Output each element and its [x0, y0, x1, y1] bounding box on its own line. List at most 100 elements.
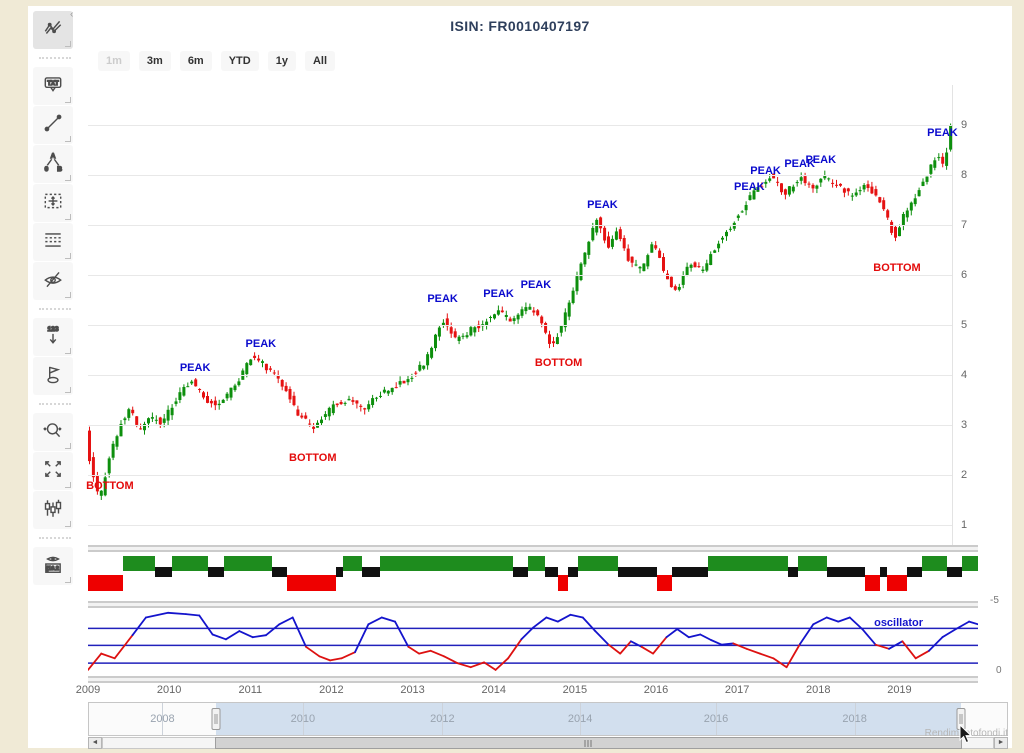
gridline [88, 425, 952, 426]
indicators-icon [42, 17, 64, 44]
peak-annotation[interactable]: PEAK [245, 338, 277, 350]
x-axis-label: 2014 [481, 684, 506, 696]
regime-segment-green [171, 556, 209, 571]
regime-segment-black [544, 567, 558, 577]
flag-icon [42, 363, 64, 390]
peak-annotation[interactable]: PEAK [734, 181, 765, 193]
tool-full-screen-button[interactable] [33, 452, 73, 490]
peak-annotation[interactable]: PEAK [805, 154, 837, 166]
navigator[interactable]: 2008 2010 2012 2014 2016 2018 [88, 702, 1008, 736]
oscillator-panel: oscillator [87, 608, 979, 676]
svg-text:123: 123 [47, 326, 58, 333]
y-axis-label: 4 [961, 369, 968, 381]
regime-segment-green [798, 556, 827, 571]
tool-segment-button[interactable] [33, 106, 73, 144]
navigator-selected-range[interactable] [215, 703, 962, 735]
tool-vertical-labels-button[interactable]: 123 [33, 318, 73, 356]
tool-flags-button[interactable] [33, 357, 73, 395]
svg-text:A: A [51, 153, 56, 160]
peak-annotation[interactable]: PEAK [587, 199, 618, 211]
navigator-year-label: 2018 [842, 713, 867, 725]
regime-segment-green [708, 556, 789, 571]
regime-segment-green [343, 556, 363, 571]
peak-annotation[interactable]: PEAK [179, 361, 211, 374]
mouse-cursor [959, 724, 973, 744]
regime-segment-red [865, 575, 881, 591]
strip-axis-label: -5 [990, 595, 999, 606]
tool-toggle-annotations-button[interactable] [33, 262, 73, 300]
x-axis-label: 2018 [806, 684, 831, 696]
x-axis-label: 2013 [400, 684, 425, 696]
tool-measure-button[interactable] [33, 184, 73, 222]
peak-annotation[interactable]: PEAK [927, 126, 958, 139]
navigator-year-label: 2012 [430, 713, 455, 725]
peak-annotation[interactable]: PEAK [520, 279, 552, 291]
range-selector: 1m 3m 6m YTD 1y All [98, 51, 336, 71]
tool-fibonacci-button[interactable] [33, 223, 73, 261]
candlestick-series [88, 123, 953, 500]
regime-segment-green [527, 556, 545, 571]
bottom-annotation[interactable]: BOTTOM [873, 261, 921, 274]
regime-segment-black [946, 567, 962, 577]
segment-icon [42, 112, 64, 139]
main-price-plot[interactable]: PEAK PEAK PEAK PEAK PEAK PEAK PEAK PEAK PEAK PEAK… [86, 85, 958, 545]
tool-current-price-indicator-button[interactable]: {16.2 [33, 547, 73, 585]
regime-indicator-panel [88, 552, 978, 601]
y-axis-label: 1 [961, 519, 968, 531]
panel-resize-handle[interactable] [88, 676, 978, 683]
chart-title: ISIN: FR0010407197 [450, 18, 590, 34]
tool-label-annotation-button[interactable]: TXT [33, 67, 73, 105]
eye-slash-icon [42, 268, 64, 295]
range-button-3m[interactable]: 3m [138, 51, 171, 71]
toolbar-separator [33, 530, 77, 546]
tool-zoom-change-button[interactable] [33, 413, 73, 451]
regime-segment-black [788, 567, 799, 577]
tool-series-type-button[interactable] [33, 491, 73, 529]
regime-segment-green [578, 556, 619, 571]
regime-segment-black [880, 567, 888, 577]
navigator-year-label: 2010 [290, 713, 316, 725]
range-button-YTD[interactable]: YTD [220, 51, 259, 71]
regime-segment-black [513, 567, 528, 577]
navigator-handle-left[interactable] [211, 708, 221, 730]
x-axis-label: 2011 [238, 684, 263, 696]
gridline [88, 125, 952, 126]
peak-annotation[interactable]: PEAK [784, 158, 815, 170]
tool-indicators-button[interactable] [33, 11, 73, 49]
peak-annotation[interactable]: PEAK [427, 293, 458, 305]
bottom-annotation[interactable]: BOTTOM [289, 451, 337, 464]
toolbar-separator [33, 50, 77, 66]
bottom-annotation[interactable]: BOTTOM [86, 480, 134, 492]
y-axis-label: 8 [961, 169, 968, 181]
scrollbar-left-arrow[interactable]: ◄ [88, 737, 102, 749]
scrollbar-right-arrow[interactable]: ► [994, 737, 1008, 749]
toolbar-collapse-icon[interactable]: ‹ [70, 9, 74, 20]
panel-resize-handle[interactable] [88, 545, 978, 552]
peak-annotation[interactable]: PEAK [483, 288, 514, 300]
y-axis-label: 5 [961, 319, 968, 331]
navigator-gridline [715, 703, 717, 735]
scrollbar-thumb[interactable] [214, 737, 962, 749]
range-button-1y[interactable]: 1y [267, 51, 296, 71]
panel-resize-handle[interactable] [88, 601, 978, 608]
y-axis-label: 3 [961, 419, 968, 431]
scrollbar-grip [584, 740, 592, 747]
stock-tools-toolbar: TXT A 0 B 123 {16.2 [33, 10, 77, 586]
toolbar-separator [33, 396, 77, 412]
range-button-All[interactable]: All [304, 51, 336, 71]
bottom-annotation[interactable]: BOTTOM [534, 356, 583, 369]
regime-segment-red [88, 575, 123, 591]
regime-segment-black [208, 567, 225, 577]
peak-annotation[interactable]: PEAK [750, 165, 781, 177]
navigator-gridline [854, 703, 856, 735]
range-button-6m[interactable]: 6m [179, 51, 212, 71]
gridline [88, 275, 952, 276]
fibonacci-icon [42, 229, 64, 256]
x-axis-label: 2010 [156, 684, 182, 696]
measure-icon [42, 190, 64, 217]
zoom-icon [42, 419, 64, 446]
regime-segment-red [656, 575, 672, 591]
